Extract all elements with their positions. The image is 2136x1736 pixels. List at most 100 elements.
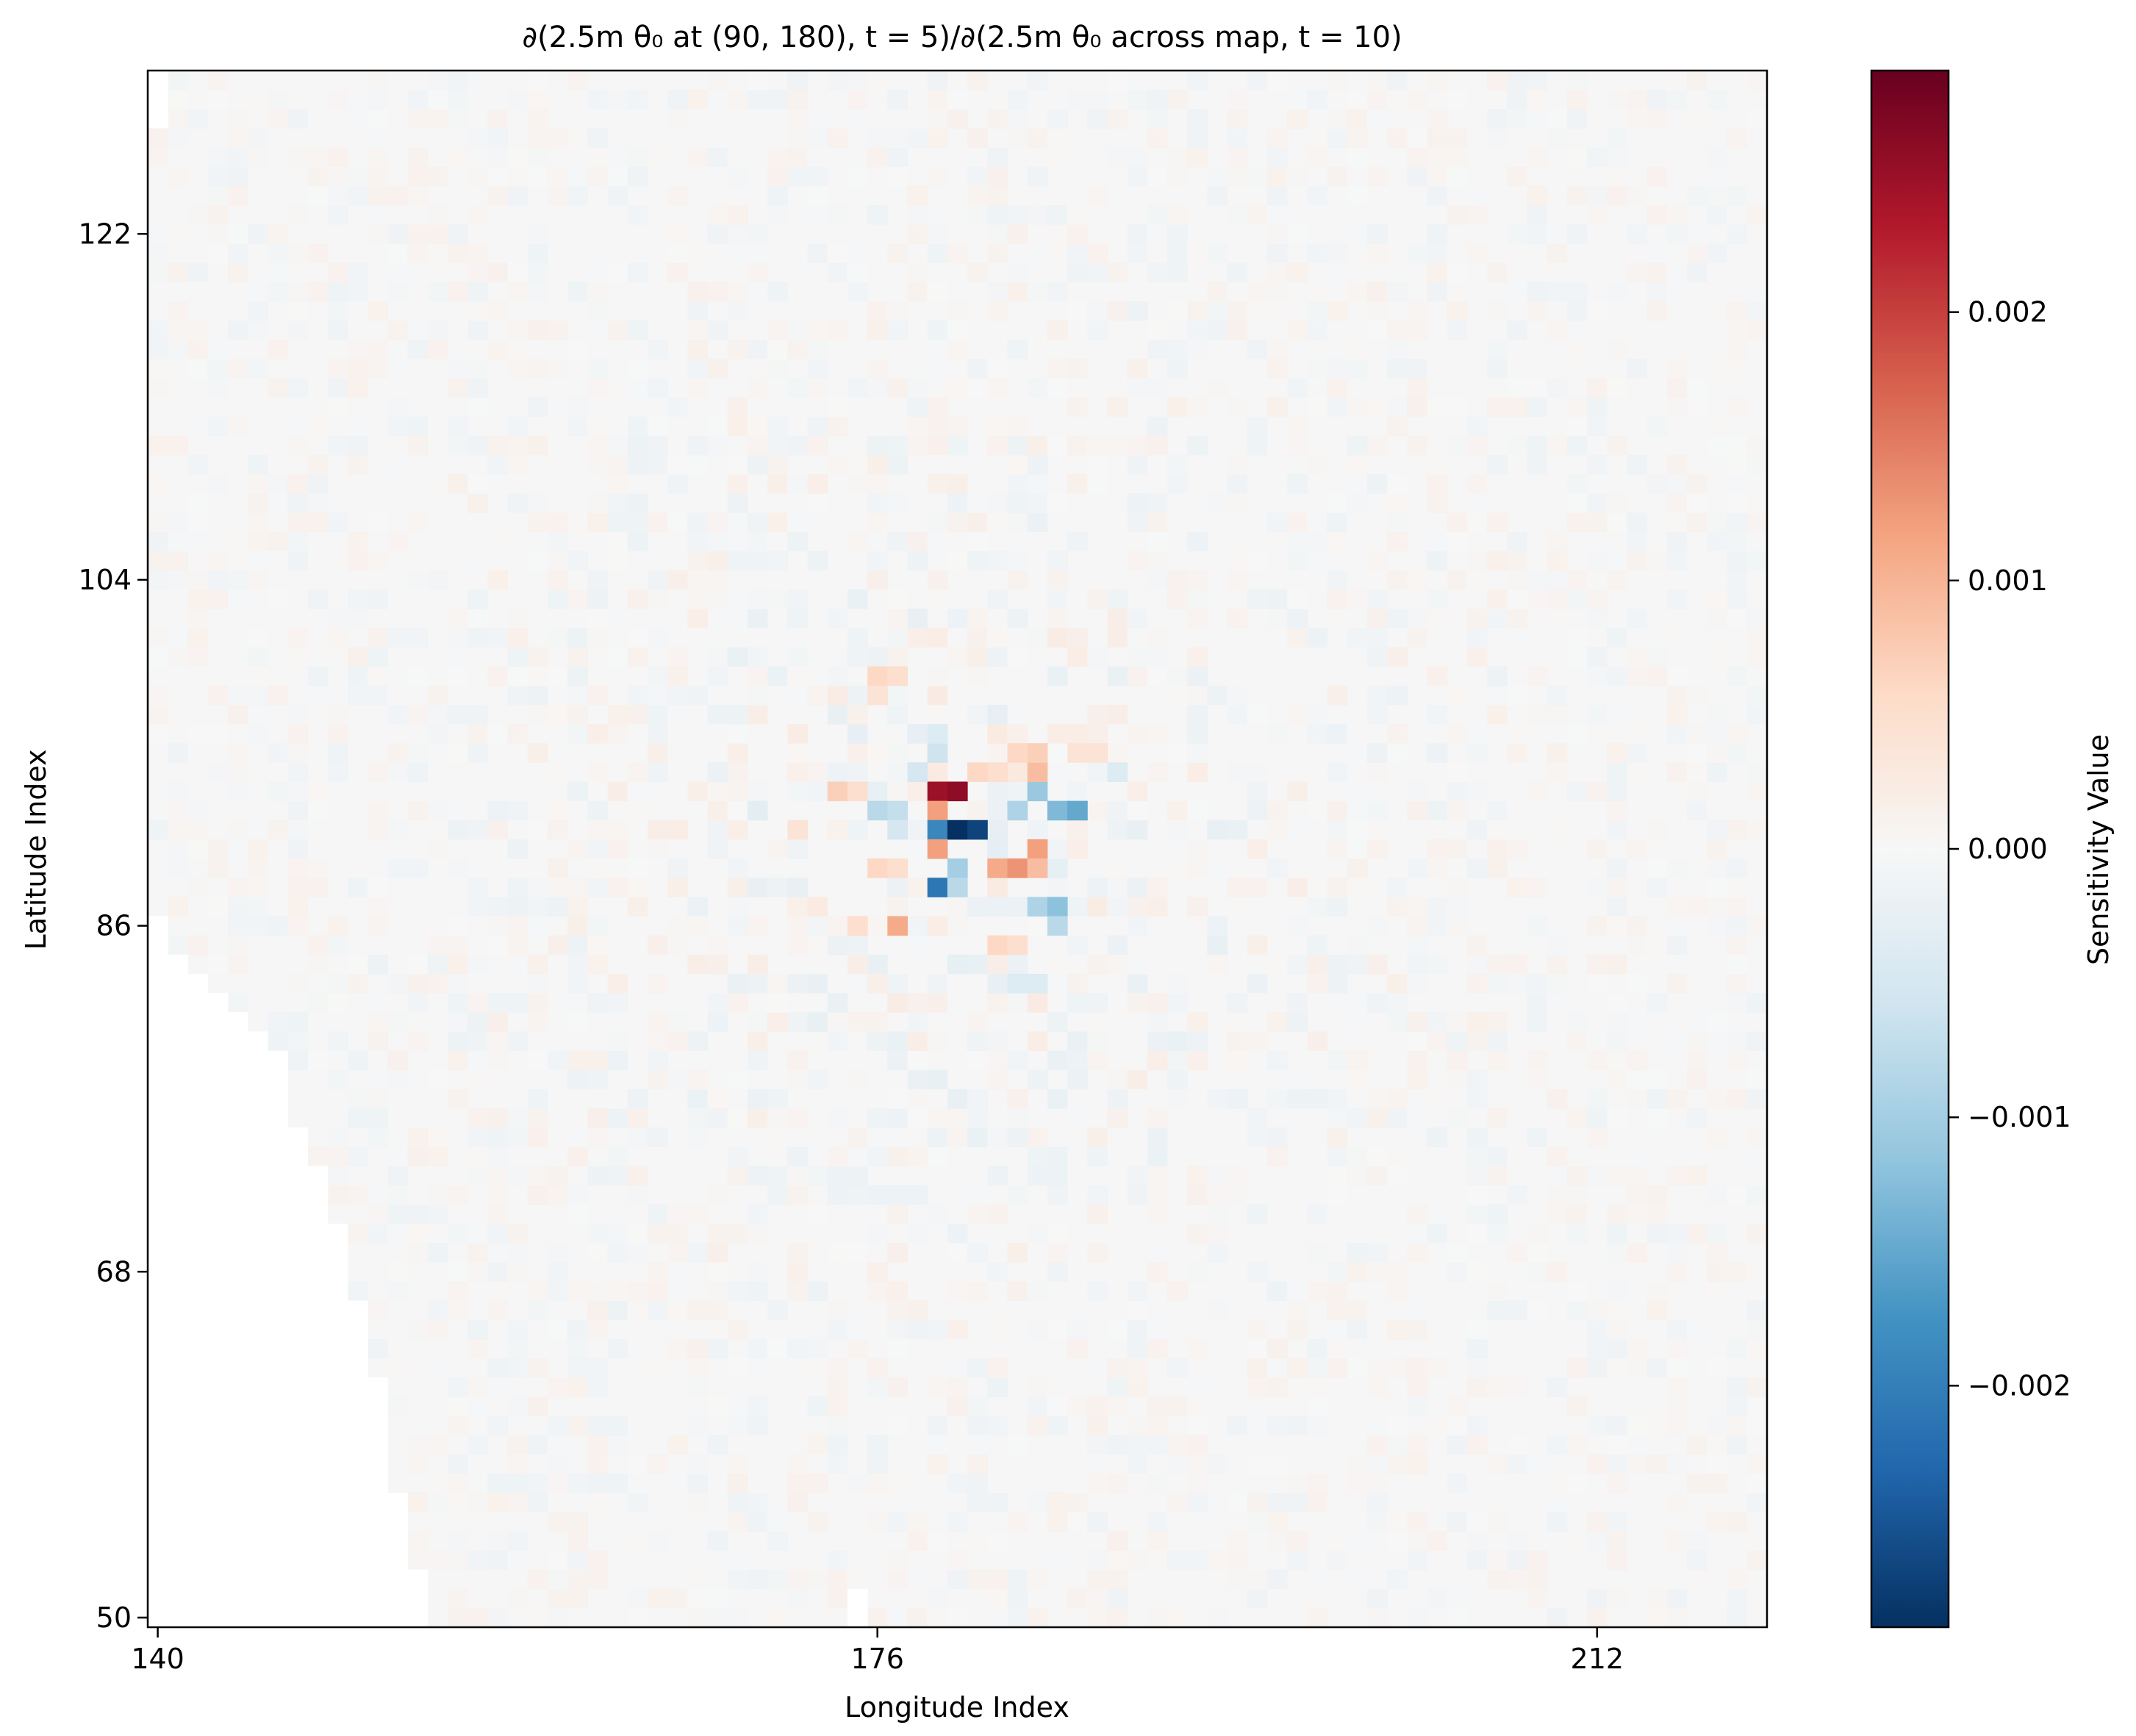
texture-cell (1567, 1204, 1588, 1224)
texture-cell (567, 1185, 588, 1205)
texture-cell (487, 993, 509, 1013)
texture-cell (1307, 147, 1328, 168)
texture-cell (787, 531, 809, 552)
texture-cell (487, 1166, 509, 1186)
texture-cell (287, 628, 309, 648)
texture-cell (287, 493, 309, 513)
texture-cell (268, 378, 288, 398)
texture-cell (727, 340, 748, 359)
texture-cell (947, 512, 968, 533)
texture-cell (787, 474, 809, 494)
texture-cell (1407, 1108, 1428, 1128)
texture-cell (1307, 1204, 1328, 1224)
texture-cell (927, 685, 948, 706)
texture-cell (887, 1338, 908, 1359)
texture-cell (827, 1550, 848, 1571)
texture-cell (1667, 1396, 1688, 1416)
texture-cell (1007, 762, 1028, 782)
texture-cell (387, 281, 409, 302)
texture-cell (747, 1012, 768, 1032)
texture-cell (727, 762, 748, 782)
texture-cell (1447, 1396, 1468, 1416)
texture-cell (827, 819, 848, 840)
heatmap-cell (887, 916, 908, 936)
texture-cell (707, 1262, 728, 1282)
texture-cell (887, 1377, 908, 1397)
texture-cell (547, 704, 568, 725)
texture-cell (1087, 897, 1108, 917)
texture-cell (947, 435, 968, 456)
texture-cell (867, 531, 888, 552)
texture-cell (927, 281, 948, 302)
texture-cell (1267, 800, 1288, 821)
texture-cell (287, 916, 309, 936)
texture-cell (567, 166, 588, 187)
texture-cell (1746, 1185, 1768, 1205)
texture-cell (487, 1531, 509, 1551)
texture-cell (887, 685, 908, 706)
texture-cell (947, 1512, 968, 1532)
texture-cell (1527, 1550, 1548, 1571)
texture-cell (1646, 1357, 1668, 1378)
texture-cell (368, 1185, 388, 1205)
texture-cell (1746, 320, 1768, 340)
texture-cell (487, 1607, 509, 1628)
texture-cell (907, 281, 928, 302)
texture-cell (1187, 531, 1208, 552)
texture-cell (1227, 570, 1248, 590)
texture-cell (787, 647, 809, 667)
texture-cell (567, 71, 588, 90)
texture-cell (667, 397, 688, 417)
texture-cell (247, 224, 268, 244)
texture-cell (1507, 90, 1528, 110)
texture-cell (587, 685, 609, 706)
texture-cell (1187, 589, 1208, 609)
texture-cell (1347, 281, 1368, 302)
texture-cell (1307, 897, 1328, 917)
texture-cell (467, 897, 488, 917)
texture-cell (368, 71, 388, 90)
texture-cell (1327, 878, 1348, 897)
texture-cell (787, 724, 809, 744)
texture-cell (1347, 839, 1368, 859)
texture-cell (947, 973, 968, 994)
texture-cell (327, 1031, 348, 1052)
texture-cell (1527, 1223, 1548, 1244)
texture-cell (667, 1435, 688, 1455)
texture-cell (287, 147, 309, 168)
texture-cell (767, 90, 788, 110)
texture-cell (987, 1569, 1008, 1590)
texture-cell (1027, 1416, 1048, 1436)
texture-cell (1247, 1262, 1268, 1282)
texture-cell (1487, 819, 1508, 840)
texture-cell (507, 1319, 528, 1340)
texture-cell (1127, 1357, 1148, 1378)
texture-cell (1527, 1012, 1548, 1032)
texture-cell (607, 1147, 628, 1166)
masked-cell (387, 1492, 409, 1627)
texture-cell (1447, 1223, 1468, 1244)
texture-cell (307, 166, 329, 187)
texture-cell (907, 993, 928, 1013)
texture-cell (727, 281, 748, 302)
texture-cell (587, 1300, 609, 1321)
texture-cell (1107, 397, 1128, 417)
texture-cell (1727, 320, 1748, 340)
texture-cell (1467, 1204, 1488, 1224)
texture-cell (1127, 1185, 1148, 1205)
texture-cell (507, 90, 528, 110)
texture-cell (1187, 1550, 1208, 1571)
texture-cell (467, 878, 488, 897)
texture-cell (1447, 281, 1468, 302)
texture-cell (527, 1050, 548, 1071)
texture-cell (1507, 320, 1528, 340)
texture-cell (1627, 1435, 1648, 1455)
texture-cell (1167, 454, 1188, 475)
texture-cell (1746, 1300, 1768, 1321)
texture-cell (247, 666, 268, 686)
texture-cell (707, 320, 728, 340)
texture-cell (567, 878, 588, 897)
texture-cell (687, 1108, 709, 1128)
texture-cell (1187, 1050, 1208, 1071)
texture-cell (527, 550, 548, 571)
